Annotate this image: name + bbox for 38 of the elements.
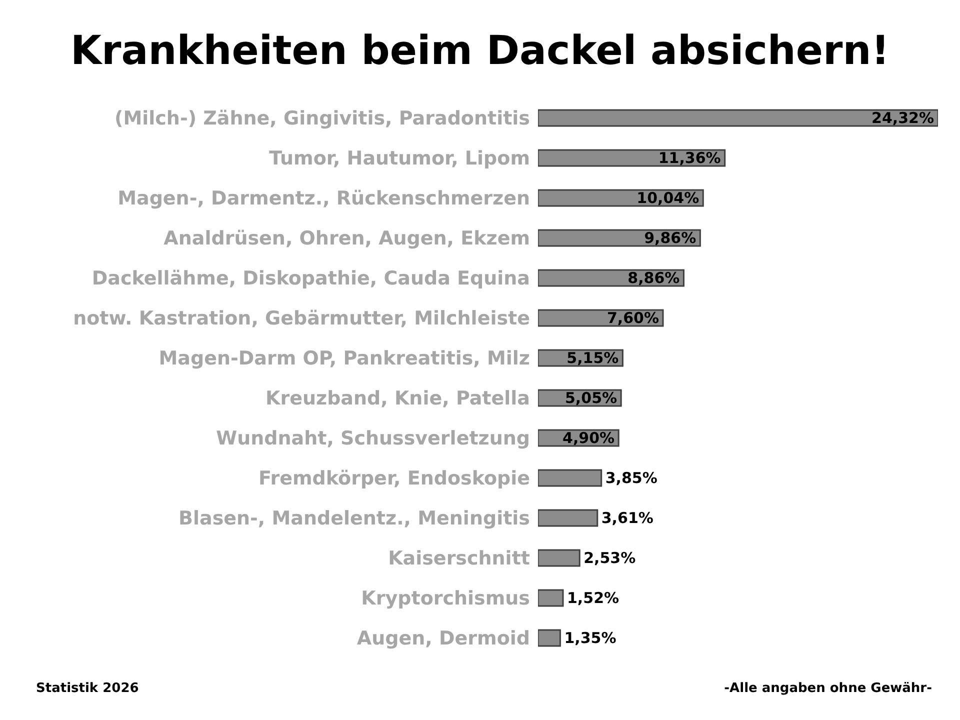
bar [538,109,938,127]
y-tick-label: Kryptorchismus [361,588,530,610]
y-tick-label: Magen-Darm OP, Pankreatitis, Milz [158,348,530,370]
data-label: 5,15% [566,349,619,367]
y-tick-label: Kaiserschnitt [388,548,530,570]
data-label: 1,35% [564,629,616,647]
y-tick-label: (Milch-) Zähne, Gingivitis, Paradontitis [114,108,530,130]
chart-title: Krankheiten beim Dackel absichern! [70,27,890,76]
data-label: 3,85% [605,469,658,487]
y-tick-label: Analdrüsen, Ohren, Augen, Ekzem [164,228,530,250]
bar [538,509,598,527]
text: Statistik 2026 [36,681,139,696]
bar [538,469,602,487]
y-tick-label: Augen, Dermoid [356,628,530,650]
data-label: 1,52% [567,589,620,607]
y-tick-label: Tumor, Hautumor, Lipom [269,148,530,170]
y-tick-label: Kreuzband, Knie, Patella [266,388,530,410]
y-tick-label: Fremdkörper, Endoskopie [258,468,530,490]
data-label: 7,60% [606,309,659,327]
data-label: 11,36% [658,149,721,167]
data-label: 4,90% [562,429,615,447]
y-tick-label: Blasen-, Mandelentz., Meningitis [178,508,530,530]
y-tick-label: Dackellähme, Diskopathie, Cauda Equina [92,268,530,290]
data-label: 2,53% [584,549,636,567]
data-label: 10,04% [636,189,700,207]
bar [538,149,726,167]
bar [538,549,580,567]
data-label: 24,32% [872,109,934,127]
text: -Alle angaben ohne Gewähr- [724,681,932,696]
y-tick-label: Magen-, Darmentz., Rückenschmerzen [118,188,530,210]
data-label: 8,86% [628,269,680,287]
y-tick-label: Wundnaht, Schussverletzung [216,428,530,450]
data-label: 3,61% [601,509,654,527]
data-label: 5,05% [565,389,618,407]
data-label: 9,86% [644,229,696,247]
y-tick-label: notw. Kastration, Gebärmutter, Milchleiste [73,308,530,330]
bar [538,629,561,647]
bar [538,589,564,607]
